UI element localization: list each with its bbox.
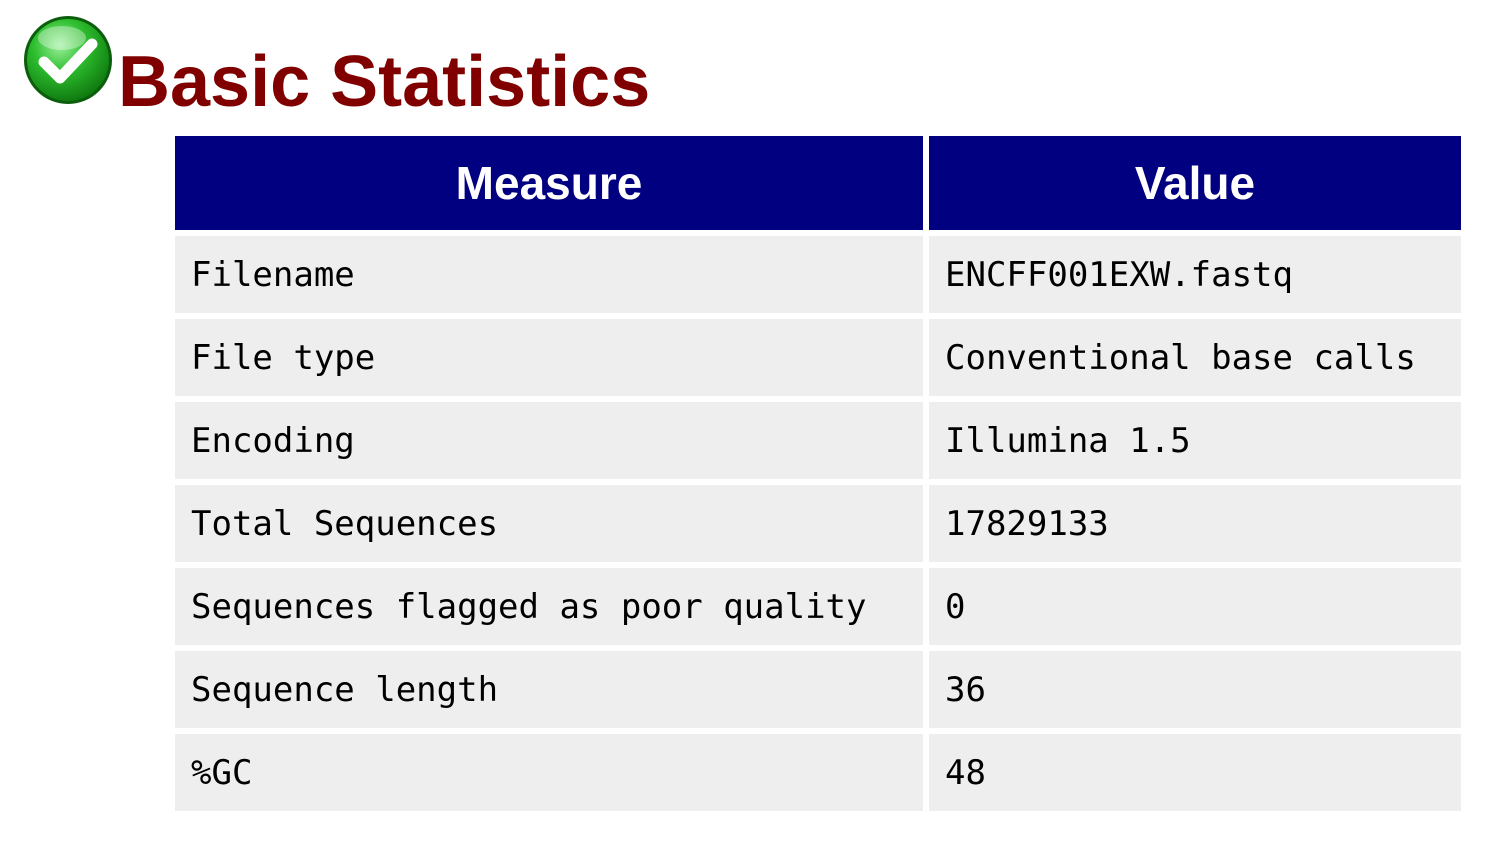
- column-header-measure: Measure: [175, 136, 923, 230]
- value-cell: 36: [929, 651, 1461, 728]
- measure-cell: Sequences flagged as poor quality: [175, 568, 923, 645]
- basic-statistics-table: Measure Value Filename ENCFF001EXW.fastq…: [169, 130, 1467, 817]
- value-cell: 0: [929, 568, 1461, 645]
- table-row: Total Sequences 17829133: [175, 485, 1461, 562]
- table-row: Filename ENCFF001EXW.fastq: [175, 236, 1461, 313]
- value-cell: Illumina 1.5: [929, 402, 1461, 479]
- table-header-row: Measure Value: [175, 136, 1461, 230]
- value-cell: Conventional base calls: [929, 319, 1461, 396]
- table-row: File type Conventional base calls: [175, 319, 1461, 396]
- value-cell: ENCFF001EXW.fastq: [929, 236, 1461, 313]
- table-row: Sequence length 36: [175, 651, 1461, 728]
- page-title: Basic Statistics: [118, 42, 651, 122]
- table-row: Sequences flagged as poor quality 0: [175, 568, 1461, 645]
- measure-cell: Encoding: [175, 402, 923, 479]
- value-cell: 17829133: [929, 485, 1461, 562]
- measure-cell: Total Sequences: [175, 485, 923, 562]
- measure-cell: %GC: [175, 734, 923, 811]
- table-row: Encoding Illumina 1.5: [175, 402, 1461, 479]
- table-row: %GC 48: [175, 734, 1461, 811]
- check-icon: [24, 16, 112, 104]
- measure-cell: Sequence length: [175, 651, 923, 728]
- column-header-value: Value: [929, 136, 1461, 230]
- measure-cell: File type: [175, 319, 923, 396]
- measure-cell: Filename: [175, 236, 923, 313]
- value-cell: 48: [929, 734, 1461, 811]
